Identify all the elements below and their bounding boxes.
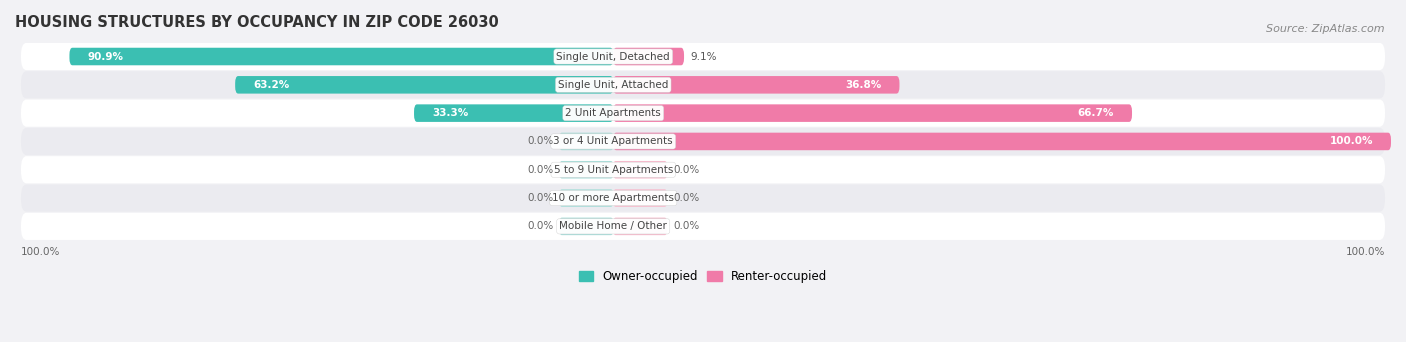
Text: 66.7%: 66.7%: [1077, 108, 1114, 118]
FancyBboxPatch shape: [21, 184, 1385, 212]
Text: 0.0%: 0.0%: [673, 221, 699, 232]
Text: 100.0%: 100.0%: [21, 247, 60, 257]
FancyBboxPatch shape: [413, 104, 613, 122]
Text: 100.0%: 100.0%: [1346, 247, 1385, 257]
Text: Source: ZipAtlas.com: Source: ZipAtlas.com: [1267, 24, 1385, 34]
FancyBboxPatch shape: [560, 189, 613, 207]
Text: 5 to 9 Unit Apartments: 5 to 9 Unit Apartments: [554, 165, 673, 175]
FancyBboxPatch shape: [560, 133, 613, 150]
Text: 63.2%: 63.2%: [253, 80, 290, 90]
FancyBboxPatch shape: [235, 76, 613, 94]
Text: 2 Unit Apartments: 2 Unit Apartments: [565, 108, 661, 118]
Text: 36.8%: 36.8%: [845, 80, 882, 90]
FancyBboxPatch shape: [613, 189, 666, 207]
Text: Single Unit, Detached: Single Unit, Detached: [557, 52, 671, 62]
Text: HOUSING STRUCTURES BY OCCUPANCY IN ZIP CODE 26030: HOUSING STRUCTURES BY OCCUPANCY IN ZIP C…: [15, 15, 499, 30]
Text: Mobile Home / Other: Mobile Home / Other: [560, 221, 668, 232]
Text: 0.0%: 0.0%: [527, 165, 554, 175]
FancyBboxPatch shape: [21, 100, 1385, 127]
FancyBboxPatch shape: [21, 71, 1385, 98]
Text: 100.0%: 100.0%: [1330, 136, 1374, 146]
Text: 10 or more Apartments: 10 or more Apartments: [553, 193, 675, 203]
FancyBboxPatch shape: [613, 218, 666, 235]
Text: 9.1%: 9.1%: [690, 52, 717, 62]
Text: 0.0%: 0.0%: [673, 165, 699, 175]
Legend: Owner-occupied, Renter-occupied: Owner-occupied, Renter-occupied: [574, 265, 832, 288]
Text: 33.3%: 33.3%: [432, 108, 468, 118]
FancyBboxPatch shape: [21, 213, 1385, 240]
FancyBboxPatch shape: [613, 104, 1132, 122]
Text: Single Unit, Attached: Single Unit, Attached: [558, 80, 668, 90]
FancyBboxPatch shape: [613, 76, 900, 94]
FancyBboxPatch shape: [21, 156, 1385, 183]
Text: 0.0%: 0.0%: [527, 193, 554, 203]
Text: 3 or 4 Unit Apartments: 3 or 4 Unit Apartments: [554, 136, 673, 146]
Text: 0.0%: 0.0%: [527, 136, 554, 146]
FancyBboxPatch shape: [560, 161, 613, 179]
FancyBboxPatch shape: [613, 161, 666, 179]
FancyBboxPatch shape: [613, 133, 1391, 150]
Text: 0.0%: 0.0%: [527, 221, 554, 232]
FancyBboxPatch shape: [69, 48, 613, 65]
FancyBboxPatch shape: [21, 43, 1385, 70]
FancyBboxPatch shape: [613, 48, 685, 65]
FancyBboxPatch shape: [21, 128, 1385, 155]
Text: 0.0%: 0.0%: [673, 193, 699, 203]
FancyBboxPatch shape: [560, 218, 613, 235]
Text: 90.9%: 90.9%: [87, 52, 124, 62]
